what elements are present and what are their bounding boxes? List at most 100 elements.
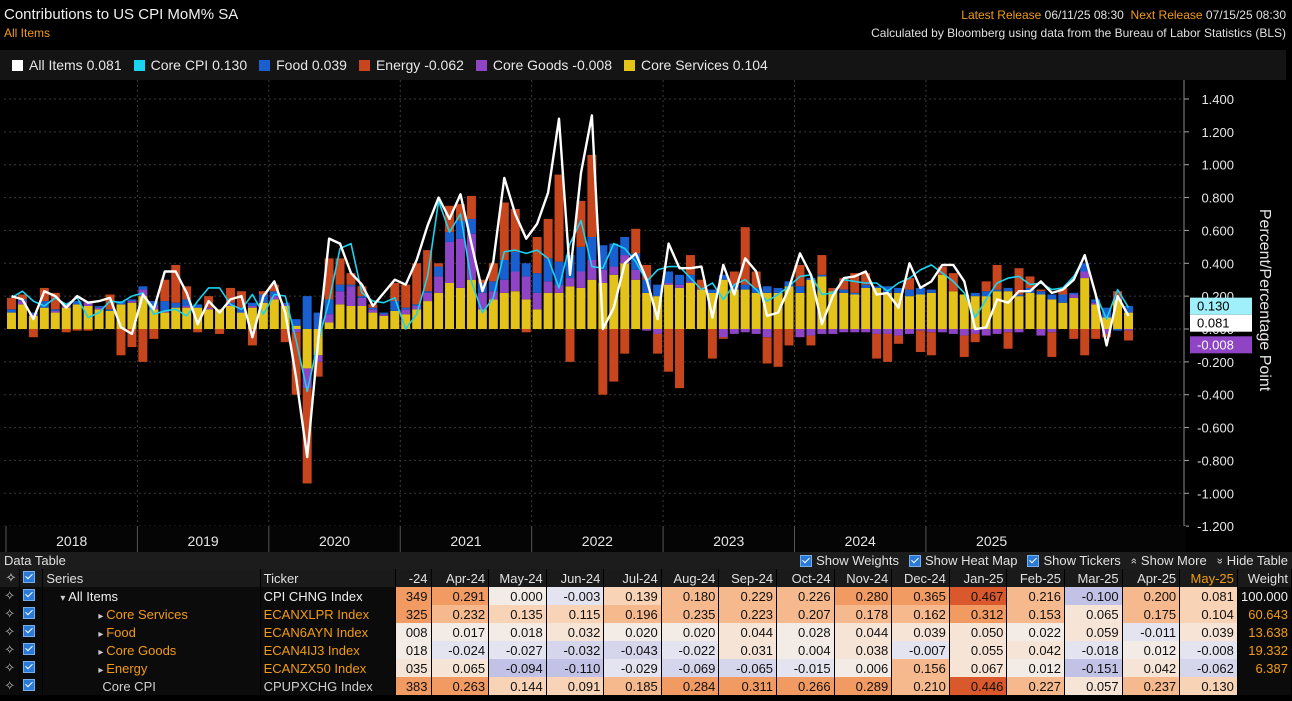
month-column-header[interactable]: Sep-24	[718, 569, 778, 587]
y-tick-label: 1.400	[1201, 92, 1234, 107]
row-checkbox[interactable]	[19, 677, 44, 695]
row-checkbox[interactable]	[19, 659, 44, 677]
month-column-header[interactable]: Mar-25	[1064, 569, 1123, 587]
legend-item[interactable]: Core Goods -0.008	[475, 57, 612, 73]
legend-item[interactable]: Core CPI 0.130	[133, 57, 247, 73]
month-column-header[interactable]: Dec-24	[891, 569, 950, 587]
y-tick-label: 0.600	[1201, 223, 1234, 238]
legend-item[interactable]: Energy -0.062	[358, 57, 464, 73]
row-checkbox[interactable]	[19, 623, 44, 641]
table-option-hide-table[interactable]: «Hide Table	[1214, 553, 1288, 568]
month-column-header[interactable]: Apr-24	[431, 569, 490, 587]
month-column-header[interactable]: Apr-25	[1122, 569, 1181, 587]
row-checkbox[interactable]	[19, 641, 44, 659]
bar-segment	[6, 309, 16, 313]
month-column-header[interactable]: Nov-24	[834, 569, 893, 587]
series-name: ▸ Energy	[42, 659, 261, 677]
table-cell: 0.162	[891, 605, 950, 623]
checkbox-icon[interactable]	[800, 554, 813, 567]
move-icon[interactable]: ✧	[0, 659, 21, 677]
bar-segment	[817, 255, 827, 275]
checkbox-icon[interactable]	[23, 678, 36, 691]
bar-segment	[455, 220, 465, 239]
table-row[interactable]: ✧ ▸ Core Goods ECAN4IJ3 Index 018 -0.024 -0.0…	[0, 641, 1292, 659]
table-option-show-tickers[interactable]: Show Tickers	[1027, 553, 1121, 568]
expand-arrow-icon[interactable]: ▸	[98, 610, 107, 622]
select-all-checkbox[interactable]	[19, 569, 44, 587]
ticker[interactable]: CPI CHNG Index	[260, 587, 396, 605]
month-column-header[interactable]: Feb-25	[1006, 569, 1066, 587]
table-option-show-more[interactable]: » Show More	[1128, 553, 1207, 568]
month-column-header[interactable]: Jul-24	[603, 569, 662, 587]
month-column-header[interactable]: May-25	[1179, 569, 1238, 587]
table-row[interactable]: ✧ ▾ All Items CPI CHNG Index 349 0.291 0.000-…	[0, 587, 1292, 605]
table-option-show-heat-map[interactable]: Show Heat Map	[908, 553, 1017, 568]
legend-label: Core Goods -0.008	[492, 57, 612, 73]
move-icon[interactable]: ✧	[0, 587, 21, 605]
bar-segment	[740, 289, 750, 329]
bar-segment	[335, 304, 345, 329]
table-row[interactable]: ✧ Core CPI CPUPXCHG Index 383 0.263 0.144 0.09…	[0, 677, 1292, 695]
month-column-header[interactable]: May-24	[488, 569, 547, 587]
checkbox-icon[interactable]	[23, 570, 36, 583]
ticker[interactable]: ECAN4IJ3 Index	[260, 641, 396, 659]
bar-segment	[1124, 330, 1134, 341]
bar-segment	[434, 266, 444, 277]
row-checkbox[interactable]	[19, 587, 44, 605]
bar-segment	[762, 292, 772, 329]
weight-cell: 60.643	[1237, 605, 1292, 623]
row-checkbox[interactable]	[19, 605, 44, 623]
table-option-show-weights[interactable]: Show Weights	[800, 553, 899, 568]
move-icon[interactable]: ✧	[0, 569, 21, 587]
legend-item[interactable]: All Items 0.081	[12, 57, 122, 73]
bar-segment	[664, 271, 674, 283]
month-column-header[interactable]: -24	[395, 569, 432, 587]
expand-arrow-icon[interactable]	[46, 683, 102, 694]
legend-item[interactable]: Food 0.039	[259, 57, 347, 73]
checkbox-icon[interactable]	[23, 642, 36, 655]
table-row[interactable]: ✧ ▸ Energy ECANZX50 Index 035 0.065 -0.094 -0.…	[0, 659, 1292, 677]
month-column-header[interactable]: Aug-24	[661, 569, 720, 587]
month-column-header[interactable]: Jan-25	[949, 569, 1008, 587]
bar-segment	[620, 329, 630, 354]
table-row[interactable]: ✧ ▸ Core Services ECANXLPR Index 325 0.232 0.…	[0, 605, 1292, 623]
weight-column-header[interactable]: Weight	[1237, 569, 1292, 587]
checkbox-icon[interactable]	[23, 606, 36, 619]
legend-item[interactable]: Core Services 0.104	[623, 57, 768, 73]
expand-arrow-icon[interactable]: ▸	[98, 646, 107, 658]
ticker-column-header[interactable]: Ticker	[260, 569, 396, 587]
bar-segment	[609, 329, 619, 382]
ticker[interactable]: CPUPXCHG Index	[260, 677, 396, 695]
table-row[interactable]: ✧ ▸ Food ECAN6AYN Index 008 0.017 0.018 0.032 0…	[0, 623, 1292, 641]
bar-segment	[269, 284, 279, 292]
table-cell: 0.185	[603, 677, 662, 695]
move-icon[interactable]: ✧	[0, 623, 21, 641]
table-cell: 0.044	[834, 623, 893, 641]
checkbox-icon[interactable]	[1027, 554, 1040, 567]
move-icon[interactable]: ✧	[0, 605, 21, 623]
checkbox-icon[interactable]	[23, 624, 36, 637]
month-column-header[interactable]: Oct-24	[776, 569, 835, 587]
collapse-arrow-icon[interactable]: ▾	[60, 592, 69, 604]
ticker[interactable]: ECANZX50 Index	[260, 659, 396, 677]
month-column-header[interactable]: Jun-24	[546, 569, 605, 587]
checkbox-icon[interactable]	[23, 588, 36, 601]
bar-segment	[313, 312, 323, 329]
checkbox-icon[interactable]	[908, 554, 921, 567]
expand-arrow-icon[interactable]: ▸	[98, 664, 107, 676]
bar-segment	[127, 299, 137, 302]
bar-segment	[915, 287, 925, 295]
table-option-label: Show More	[1140, 553, 1207, 568]
move-icon[interactable]: ✧	[0, 677, 21, 695]
checkbox-icon[interactable]	[23, 660, 36, 673]
ticker[interactable]: ECAN6AYN Index	[260, 623, 396, 641]
ticker[interactable]: ECANXLPR Index	[260, 605, 396, 623]
series-column-header[interactable]: Series	[42, 569, 261, 587]
move-icon[interactable]: ✧	[0, 641, 21, 659]
bar-segment	[401, 307, 411, 310]
table-cell: 0.081	[1179, 587, 1238, 605]
expand-arrow-icon[interactable]: ▸	[98, 628, 107, 640]
bar-segment	[368, 307, 378, 310]
y-tick-label: -0.400	[1197, 388, 1234, 403]
bar-segment	[839, 278, 849, 290]
